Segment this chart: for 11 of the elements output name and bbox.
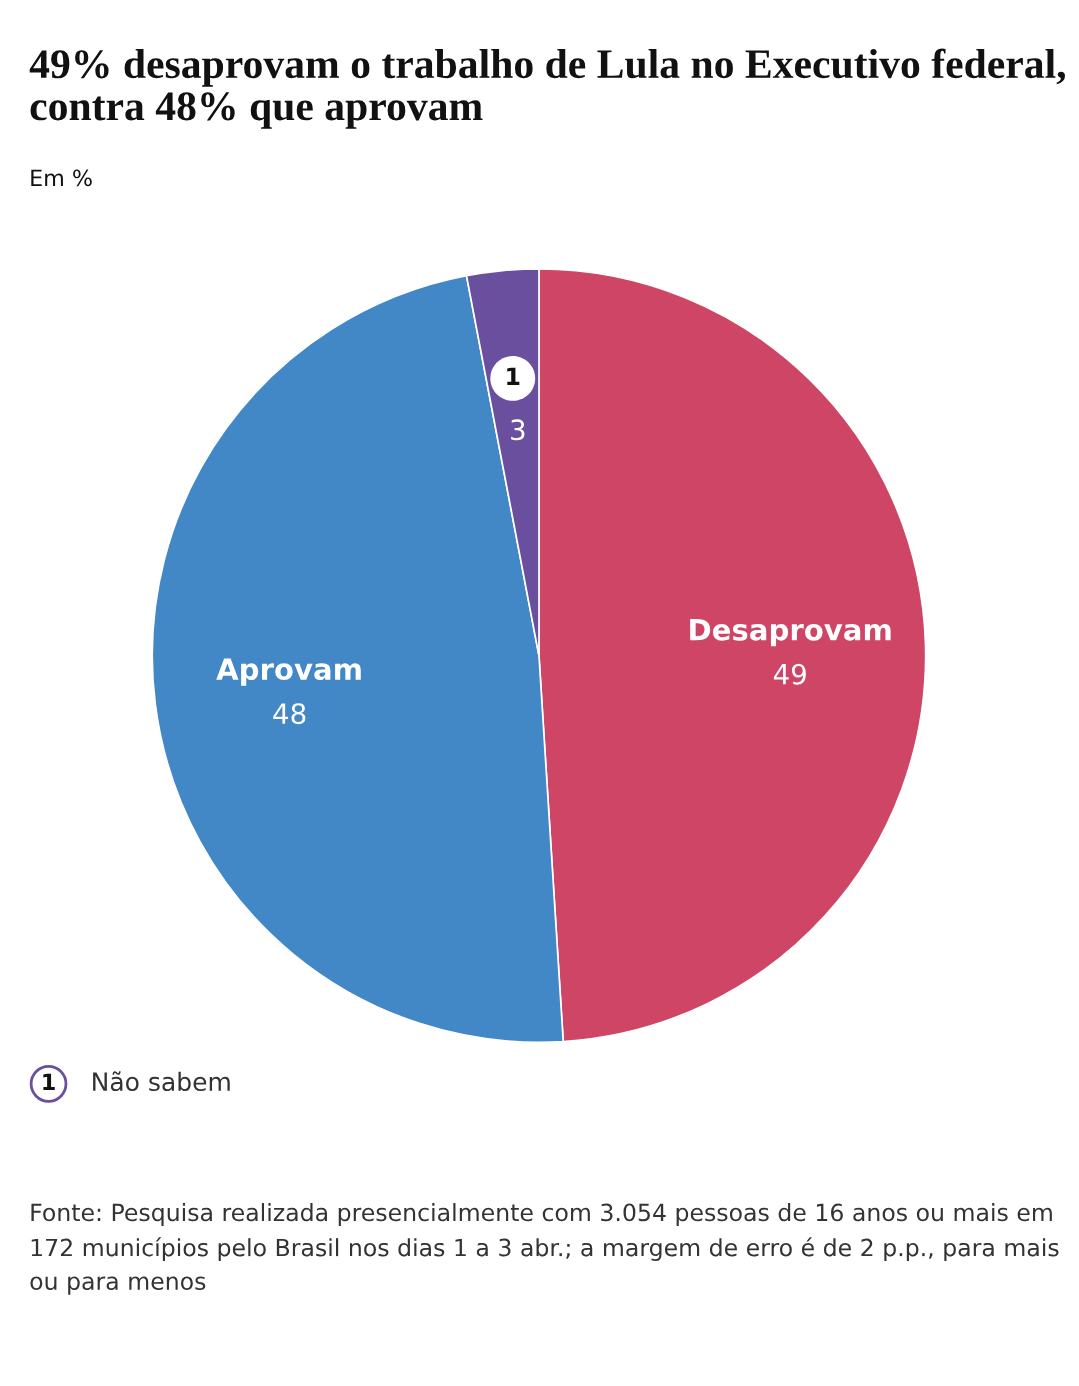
chart-title: 49% desaprovam o trabalho de Lula no Executivo federal, contra 48% que aprovam bbox=[29, 48, 1065, 129]
slice-label: Desaprovam bbox=[690, 619, 891, 647]
legend-label: Não sabem bbox=[93, 1071, 230, 1092]
data-label: 48 bbox=[273, 703, 306, 725]
data-label: 3 bbox=[511, 419, 525, 441]
text: 1 bbox=[43, 1073, 55, 1090]
source-note: Fonte: Pesquisa realizada presencialmente com 3.054 pessoas de 16 anos ou mais em 172 municípios pelo Brasil nos dias 1 a 3 abr.; a margem de erro é de 2 p.p., para mais ou para menos bbox=[30, 1203, 1059, 1295]
slice-label: Aprovam bbox=[216, 658, 361, 686]
chart-subtitle: Em % bbox=[31, 169, 92, 187]
text: 1 bbox=[507, 367, 520, 385]
data-label: 49 bbox=[773, 663, 806, 685]
